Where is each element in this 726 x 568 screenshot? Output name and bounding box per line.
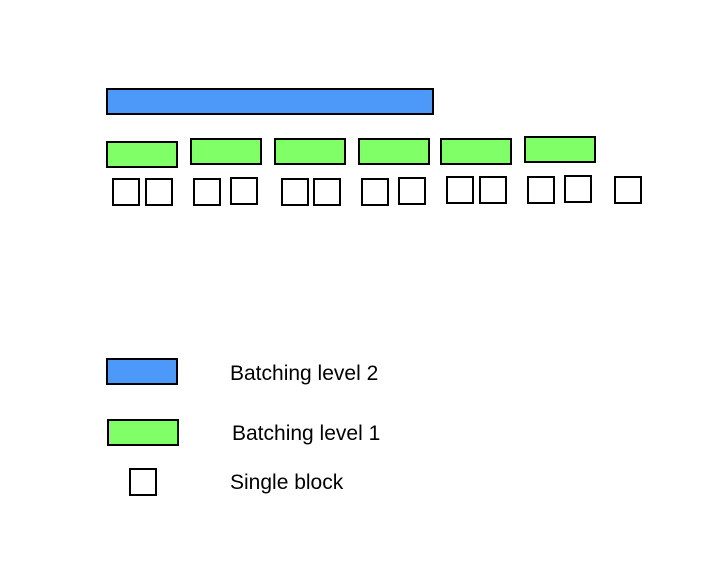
legend-block-swatch — [129, 468, 157, 496]
single-block — [527, 176, 555, 204]
level1-batch — [524, 136, 596, 163]
level2-batch — [106, 88, 434, 115]
single-block — [446, 176, 474, 204]
single-block — [479, 176, 507, 204]
single-block — [564, 175, 592, 203]
legend-level1-label: Batching level 1 — [232, 422, 381, 445]
legend-level2-swatch — [106, 358, 178, 385]
single-block — [230, 177, 258, 205]
legend-level2-label: Batching level 2 — [230, 362, 379, 385]
level1-batch — [106, 141, 178, 168]
level1-batch — [274, 138, 346, 165]
single-block — [614, 176, 642, 204]
single-block — [313, 178, 341, 206]
single-block — [112, 178, 140, 206]
legend-block-label: Single block — [230, 471, 344, 494]
single-block — [361, 178, 389, 206]
single-block — [398, 177, 426, 205]
single-block — [193, 178, 221, 206]
level1-batch — [440, 138, 512, 165]
single-block — [145, 178, 173, 206]
level1-batch — [358, 138, 430, 165]
legend-level1-swatch — [107, 419, 179, 446]
single-block — [281, 178, 309, 206]
level1-batch — [190, 138, 262, 165]
